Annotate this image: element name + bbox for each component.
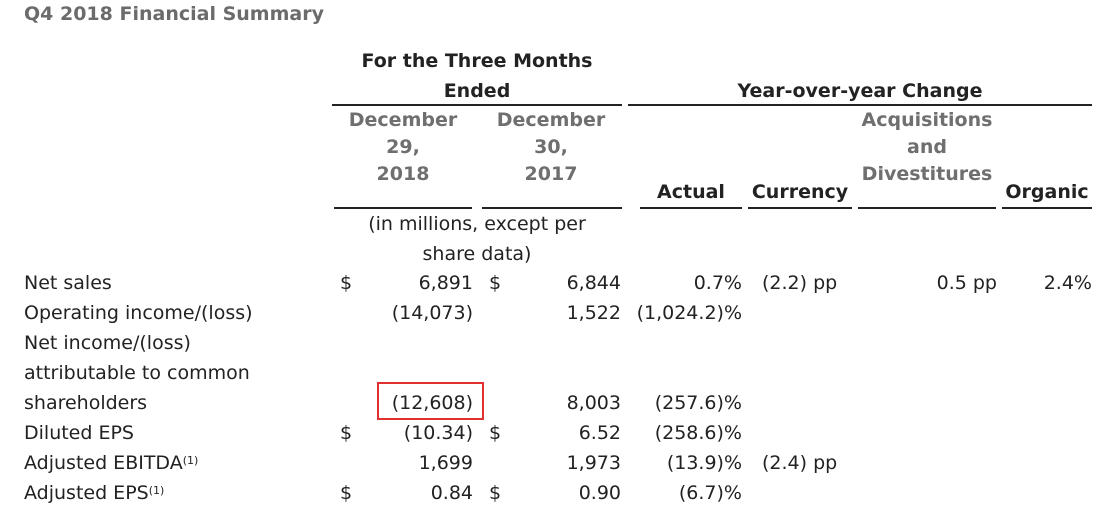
col-2017-rule <box>482 207 622 209</box>
value-2017: 1,522 <box>566 302 621 324</box>
col-actual-header: Actual <box>657 181 725 203</box>
units-note-line2: share data) <box>422 243 532 265</box>
row-label: attributable to common <box>24 362 250 384</box>
value-actual: (258.6)% <box>654 422 742 444</box>
row-label: Net sales <box>24 272 112 294</box>
col-currency-rule <box>748 207 852 209</box>
value-2018: (14,073) <box>391 302 473 324</box>
value-actual: (1,024.2)% <box>636 302 742 324</box>
col-acq-line1: Acquisitions <box>861 109 993 131</box>
row-label-text: Adjusted EPS <box>24 482 149 504</box>
page-title: Q4 2018 Financial Summary <box>24 3 324 25</box>
value-2017: 6,844 <box>566 272 621 294</box>
col-2017-header: December 30, 2017 <box>481 107 621 188</box>
yoy-rule <box>628 104 1092 106</box>
footnote-marker: (1) <box>148 484 165 497</box>
value-2018: 1,699 <box>418 452 473 474</box>
row-label: Diluted EPS <box>24 422 134 444</box>
three-months-line2: Ended <box>443 80 511 102</box>
value-actual: (6.7)% <box>678 482 742 504</box>
value-2017: 8,003 <box>566 392 621 414</box>
value-2018: (10.34) <box>403 422 473 444</box>
value-actual: 0.7% <box>693 272 742 294</box>
three-months-rule <box>332 104 622 106</box>
value-acq: 0.5 pp <box>936 272 997 294</box>
col-actual-rule <box>640 207 742 209</box>
col-2017-line2: 30, <box>534 136 568 158</box>
yoy-header: Year-over-year Change <box>737 80 983 102</box>
col-acq-rule <box>858 207 996 209</box>
dollar-sign: $ <box>489 422 502 444</box>
value-2018: 0.84 <box>430 482 473 504</box>
row-label-text: Adjusted EBITDA <box>24 452 183 474</box>
row-label: Net income/(loss) <box>24 332 191 354</box>
value-2018: 6,891 <box>418 272 473 294</box>
value-actual: (13.9)% <box>666 452 742 474</box>
col-2018-header: December 29, 2018 <box>333 107 473 188</box>
col-2018-line2: 29, <box>386 136 420 158</box>
value-2017: 1,973 <box>566 452 621 474</box>
col-organic-header: Organic <box>1005 181 1089 203</box>
value-actual: (257.6)% <box>654 392 742 414</box>
units-note-line1: (in millions, except per <box>368 213 586 235</box>
value-2017: 6.52 <box>578 422 621 444</box>
row-label: Adjusted EBITDA(1) <box>24 448 198 478</box>
value-2017: 0.90 <box>578 482 621 504</box>
col-currency-header: Currency <box>751 181 849 203</box>
value-2018: (12,608) <box>391 392 473 414</box>
col-2017-line3: 2017 <box>524 163 578 185</box>
three-months-line1: For the Three Months <box>361 50 593 72</box>
units-note: (in millions, except per share data) <box>332 209 622 269</box>
value-currency: (2.4) pp <box>762 452 838 474</box>
dollar-sign: $ <box>489 482 502 504</box>
col-2018-rule <box>334 207 472 209</box>
row-label: Adjusted EPS(1) <box>24 478 164 508</box>
value-currency: (2.2) pp <box>762 272 838 294</box>
dollar-sign: $ <box>340 482 353 504</box>
col-acq-header: Acquisitions and Divestitures <box>857 107 997 188</box>
row-label: Operating income/(loss) <box>24 302 253 324</box>
three-months-header: For the Three Months Ended <box>332 46 622 106</box>
footnote-marker: (1) <box>182 454 199 467</box>
dollar-sign: $ <box>340 422 353 444</box>
col-2018-line1: December <box>348 109 458 131</box>
dollar-sign: $ <box>489 272 502 294</box>
col-2017-line1: December <box>496 109 606 131</box>
highlight-box <box>377 382 484 420</box>
col-acq-line3: Divestitures <box>861 163 993 185</box>
row-label: shareholders <box>24 392 148 414</box>
value-organic: 2.4% <box>1043 272 1092 294</box>
dollar-sign: $ <box>340 272 353 294</box>
col-acq-line2: and <box>907 136 947 158</box>
col-2018-line3: 2018 <box>376 163 430 185</box>
col-organic-rule <box>1002 207 1092 209</box>
